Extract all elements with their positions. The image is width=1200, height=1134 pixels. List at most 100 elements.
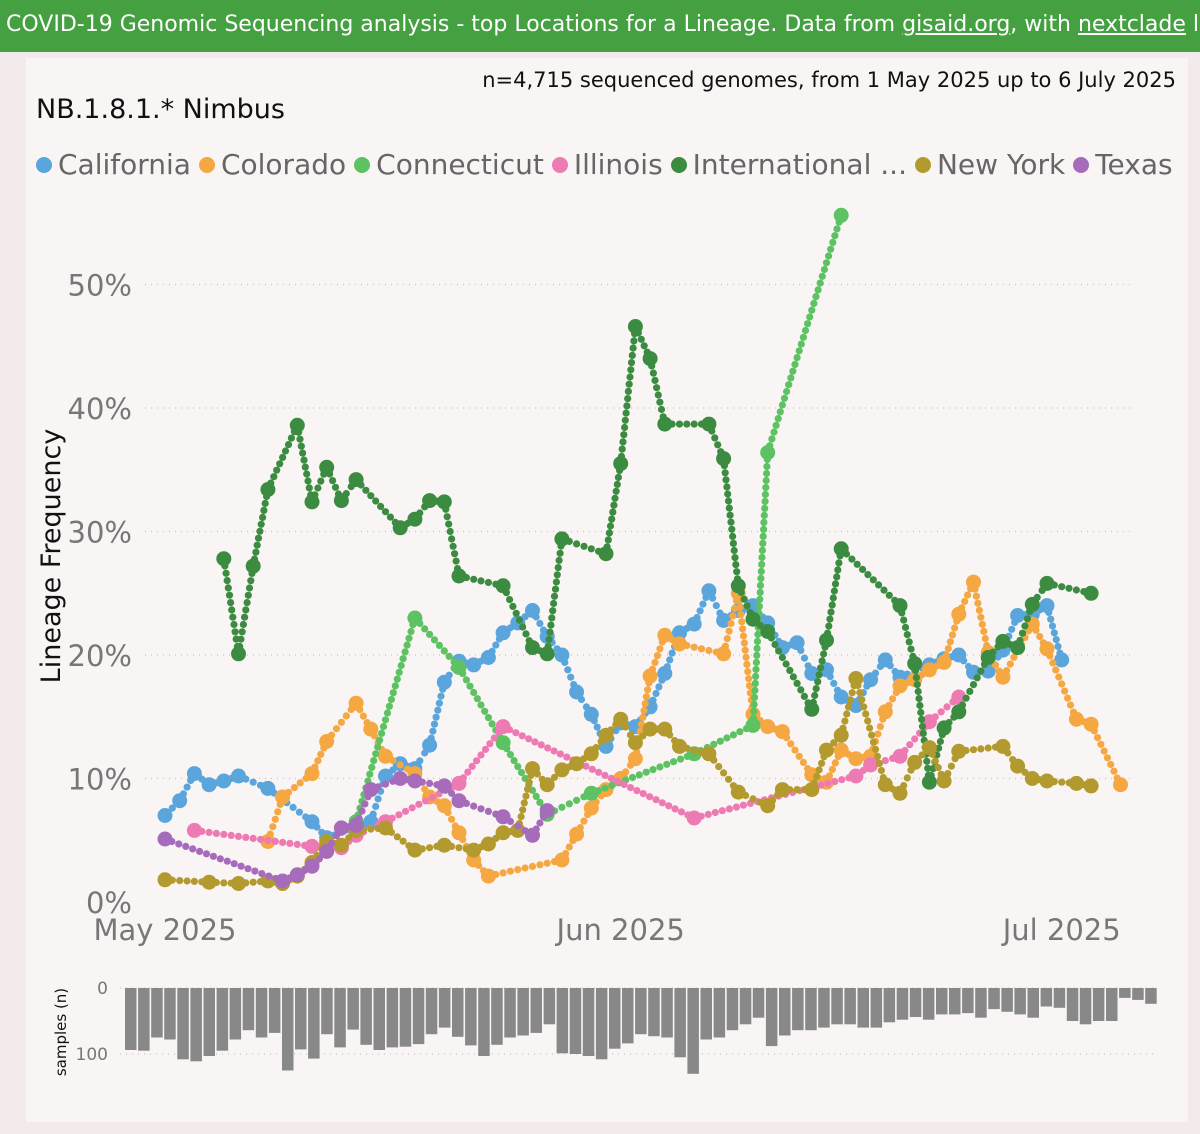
sample-bar[interactable]: 94 <box>373 988 386 1050</box>
sample-bar[interactable]: 55 <box>543 988 556 1025</box>
data-point[interactable]: Illinois 2025-06-18: 11.1% <box>863 757 879 773</box>
sample-bar[interactable]: 60 <box>870 988 883 1028</box>
data-point[interactable]: Texas 2025-05-10: 2.2% <box>289 867 305 883</box>
sample-bar[interactable]: 40 <box>1014 988 1026 1015</box>
sample-bar[interactable]: 93 <box>295 988 307 1050</box>
data-point[interactable]: International ... 2025-05-17: 30.3% <box>392 520 408 536</box>
data-point[interactable]: International ... 2025-06-08: 35.9% <box>716 451 732 467</box>
data-point[interactable]: International ... 2025-06-11: 21.9% <box>760 624 776 639</box>
data-point[interactable]: Colorado 2025-06-17: 11.6% <box>848 751 864 767</box>
data-point[interactable]: Texas 2025-05-14: 6.2% <box>348 817 364 833</box>
data-point[interactable]: Texas 2025-05-13: 6% <box>333 820 349 836</box>
data-point[interactable]: Colorado 2025-05-15: 14% <box>363 721 379 737</box>
data-point[interactable]: Colorado 2025-06-08: 20.1% <box>716 646 732 662</box>
data-point[interactable]: International ... 2025-05-24: 25.6% <box>495 578 511 594</box>
data-point[interactable]: New York 2025-06-07: 12% <box>701 746 717 762</box>
sample-bar[interactable]: 55 <box>739 988 752 1025</box>
data-point[interactable]: Colorado 2025-07-05: 9.5% <box>1113 777 1128 793</box>
sample-bar[interactable]: 95 <box>138 988 150 1051</box>
data-point[interactable]: International ... 2025-06-10: 22.9% <box>745 611 761 627</box>
sample-bar[interactable]: 55 <box>844 988 856 1025</box>
sample-bar[interactable]: 95 <box>216 988 229 1051</box>
sample-bar[interactable]: 90 <box>386 988 399 1048</box>
sample-bar[interactable]: 94 <box>125 988 137 1050</box>
data-point[interactable]: California 2025-05-20: 17.8% <box>436 674 452 690</box>
sample-bar[interactable]: 103 <box>478 988 490 1056</box>
legend-item-connecticut[interactable]: Connecticut <box>354 148 544 181</box>
data-point[interactable]: California 2025-06-14: 18.5% <box>804 666 820 681</box>
data-point[interactable]: California 2025-06-28: 23.2% <box>1010 608 1026 623</box>
data-point[interactable]: California 2025-06-16: 16.6% <box>833 689 849 705</box>
sample-bar[interactable]: 73 <box>648 988 660 1037</box>
data-point[interactable]: Colorado 2025-06-03: 18.3% <box>642 668 658 684</box>
data-point[interactable]: California 2025-05-23: 19.8% <box>480 650 496 665</box>
sample-bar[interactable]: 48 <box>922 988 935 1020</box>
data-point[interactable]: California 2025-06-24: 20% <box>951 647 967 663</box>
sample-bar[interactable]: 64 <box>792 988 804 1031</box>
sample-bar[interactable]: 60 <box>818 988 830 1028</box>
sample-bar[interactable]: 36 <box>1001 988 1013 1012</box>
data-point[interactable]: New York 2025-05-29: 11.2% <box>569 756 585 772</box>
data-point[interactable]: Colorado 2025-05-11: 10.4% <box>304 766 320 782</box>
data-point[interactable]: Texas 2025-05-24: 6.9% <box>495 809 511 825</box>
sample-bar[interactable]: 70 <box>425 988 438 1035</box>
data-point[interactable]: Colorado 2025-06-23: 19.4% <box>936 654 952 670</box>
data-point[interactable]: International ... 2025-05-14: 34.2% <box>348 472 364 488</box>
data-point[interactable]: Texas 2025-05-21: 8.2% <box>451 793 467 809</box>
data-point[interactable]: International ... 2025-06-26: 19.8% <box>980 650 996 665</box>
data-point[interactable]: Colorado 2025-05-29: 5.5% <box>569 826 585 842</box>
data-point[interactable]: New York 2025-06-21: 11.3% <box>907 754 923 770</box>
data-point[interactable]: Illinois 2025-06-24: 16.6% <box>951 689 967 705</box>
data-point[interactable]: New York 2025-06-27: 12.6% <box>995 738 1011 754</box>
legend-item-illinois[interactable]: Illinois <box>551 148 663 181</box>
data-point[interactable]: California 2025-05-06: 10.2% <box>231 768 246 784</box>
sample-bar[interactable]: 84 <box>622 988 634 1044</box>
sample-bar[interactable]: 78 <box>164 988 176 1040</box>
sample-bar[interactable]: 40 <box>949 988 961 1015</box>
data-point[interactable]: International ... 2025-05-27: 20.1% <box>539 646 555 662</box>
data-point[interactable]: International ... 2025-06-20: 24% <box>892 598 908 614</box>
sample-bar[interactable]: 87 <box>465 988 477 1046</box>
sample-bar[interactable]: 50 <box>1106 988 1118 1021</box>
sample-bar[interactable]: 32 <box>988 988 1000 1010</box>
sample-bar[interactable]: 68 <box>268 988 281 1033</box>
data-point[interactable]: New York 2025-06-01: 14.8% <box>613 711 629 727</box>
data-point[interactable]: California 2025-05-29: 17% <box>569 684 585 700</box>
sample-bar[interactable]: 75 <box>713 988 726 1038</box>
data-point[interactable]: International ... 2025-06-29: 24.1% <box>1024 596 1040 612</box>
sample-bar[interactable]: 99 <box>556 988 569 1054</box>
sample-bar[interactable]: 78 <box>700 988 713 1040</box>
data-point[interactable]: Texas 2025-05-01: 5.1% <box>157 831 173 847</box>
sample-bar[interactable]: 52 <box>883 988 896 1023</box>
data-point[interactable]: New York 2025-05-04: 1.6% <box>201 874 217 890</box>
data-point[interactable]: California 2025-06-07: 25.2% <box>701 583 717 599</box>
data-point[interactable]: Colorado 2025-05-30: 7.6% <box>583 800 599 816</box>
sample-bar[interactable]: 125 <box>282 988 294 1071</box>
data-point[interactable]: New York 2025-06-15: 12.3% <box>819 742 834 758</box>
data-point[interactable]: New York 2025-05-28: 10.7% <box>554 762 570 778</box>
sample-bar[interactable]: 92 <box>609 988 621 1049</box>
legend-item-new-york[interactable]: New York <box>914 148 1065 181</box>
data-point[interactable]: California 2025-05-30: 15.2% <box>583 706 599 722</box>
legend-item-california[interactable]: California <box>36 148 191 181</box>
legend-item-international[interactable]: International ... <box>670 148 907 181</box>
data-point[interactable]: International ... 2025-06-27: 21.1% <box>995 633 1011 649</box>
sample-bar[interactable]: 105 <box>674 988 686 1058</box>
sample-bar[interactable]: 75 <box>255 988 268 1038</box>
sample-bar[interactable]: 108 <box>177 988 189 1060</box>
data-point[interactable]: Texas 2025-05-20: 9.4% <box>436 778 452 794</box>
legend-item-texas[interactable]: Texas <box>1073 148 1173 181</box>
data-point[interactable]: California 2025-06-05: 21.8% <box>672 625 687 641</box>
data-point[interactable]: Connecticut 2025-05-30: 8.8% <box>583 785 599 801</box>
data-point[interactable]: Colorado 2025-06-11: 14.2% <box>760 719 776 735</box>
data-point[interactable]: Colorado 2025-06-30: 20.5% <box>1039 641 1055 657</box>
data-point[interactable]: International ... 2025-06-03: 44% <box>642 351 658 367</box>
data-point[interactable]: International ... 2025-06-22: 9.7% <box>921 774 937 790</box>
data-point[interactable]: International ... 2025-06-30: 25.8% <box>1039 575 1055 591</box>
data-point[interactable]: International ... 2025-05-11: 32.4% <box>304 494 320 510</box>
data-point[interactable]: International ... 2025-06-15: 21.2% <box>819 632 834 648</box>
data-point[interactable]: International ... 2025-05-28: 29.4% <box>554 531 570 547</box>
sample-bar[interactable]: 24 <box>1145 988 1157 1004</box>
sample-bar[interactable]: 107 <box>308 988 320 1059</box>
data-point[interactable]: International ... 2025-06-01: 35.5% <box>613 456 629 472</box>
